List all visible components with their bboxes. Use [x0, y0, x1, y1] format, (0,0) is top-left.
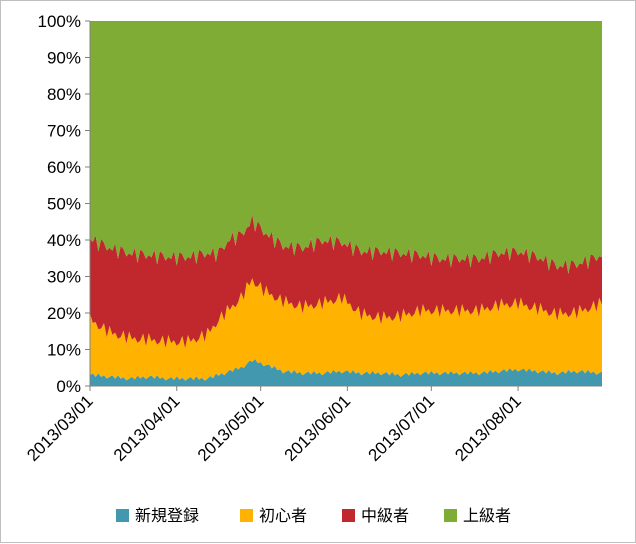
y-tick-labels: 0% 10% 20% 30% 40% 50% 60% 70% 80% 90% 100% — [38, 12, 81, 396]
series-area-0 — [90, 358, 602, 386]
x-tick-label: 2013/04/01 — [110, 391, 184, 465]
x-tick-labels: 2013/03/01 2013/04/01 2013/05/01 2013/06/01… — [23, 391, 525, 465]
series-areas — [90, 21, 602, 386]
series-area-3 — [90, 21, 602, 274]
legend-swatch — [240, 509, 253, 522]
legend-label: 初心者 — [259, 506, 307, 525]
x-tick-label: 2013/03/01 — [23, 391, 97, 465]
x-tick-label: 2013/07/01 — [365, 391, 439, 465]
legend-swatch — [116, 509, 129, 522]
series-area-1 — [90, 278, 602, 381]
y-tick-label: 0% — [56, 377, 81, 396]
y-tick-label: 70% — [47, 122, 81, 141]
y-tick-label: 20% — [47, 304, 81, 323]
y-tick-label: 100% — [38, 12, 81, 31]
legend-swatch — [444, 509, 457, 522]
y-tick-label: 80% — [47, 85, 81, 104]
x-tick-label: 2013/06/01 — [281, 391, 355, 465]
y-tick-label: 50% — [47, 195, 81, 214]
legend-label: 新規登録 — [135, 506, 199, 525]
x-tick-label: 2013/05/01 — [194, 391, 268, 465]
y-tick-label: 90% — [47, 49, 81, 68]
y-tick-label: 10% — [47, 341, 81, 360]
series-area-2 — [90, 214, 602, 349]
legend-label: 上級者 — [463, 506, 511, 525]
axes — [85, 20, 602, 391]
legend: 新規登録 初心者 中級者 上級者 — [116, 506, 511, 525]
y-tick-label: 40% — [47, 231, 81, 250]
y-tick-label: 30% — [47, 268, 81, 287]
legend-swatch — [342, 509, 355, 522]
y-tick-label: 60% — [47, 158, 81, 177]
x-tick-label: 2013/08/01 — [451, 391, 525, 465]
legend-label: 中級者 — [361, 506, 409, 525]
